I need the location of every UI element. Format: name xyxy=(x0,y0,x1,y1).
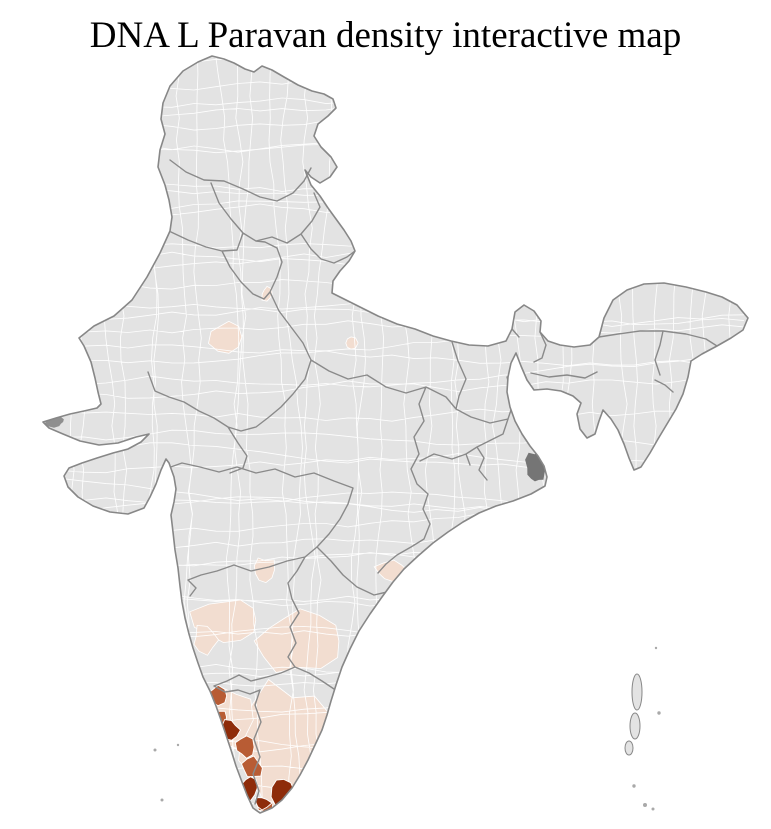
island xyxy=(153,748,157,752)
islands xyxy=(153,646,661,811)
district-region-low[interactable] xyxy=(193,624,220,656)
district-region-low[interactable] xyxy=(208,320,243,354)
island xyxy=(624,740,634,756)
island xyxy=(657,711,661,715)
district-region-medium[interactable] xyxy=(240,755,263,778)
map-title: DNA L Paravan density interactive map xyxy=(89,15,682,56)
island xyxy=(632,784,636,788)
island xyxy=(176,743,180,747)
district-region-low[interactable] xyxy=(345,336,359,350)
district-region-medium[interactable] xyxy=(234,735,255,759)
island xyxy=(654,646,658,650)
island xyxy=(629,712,641,740)
state-borders xyxy=(147,159,718,805)
district-region-high[interactable] xyxy=(270,778,296,807)
national-border xyxy=(42,55,749,814)
island xyxy=(631,673,643,711)
island xyxy=(651,807,655,811)
island xyxy=(160,798,164,802)
district-region-low[interactable] xyxy=(253,608,340,673)
island xyxy=(643,803,647,807)
